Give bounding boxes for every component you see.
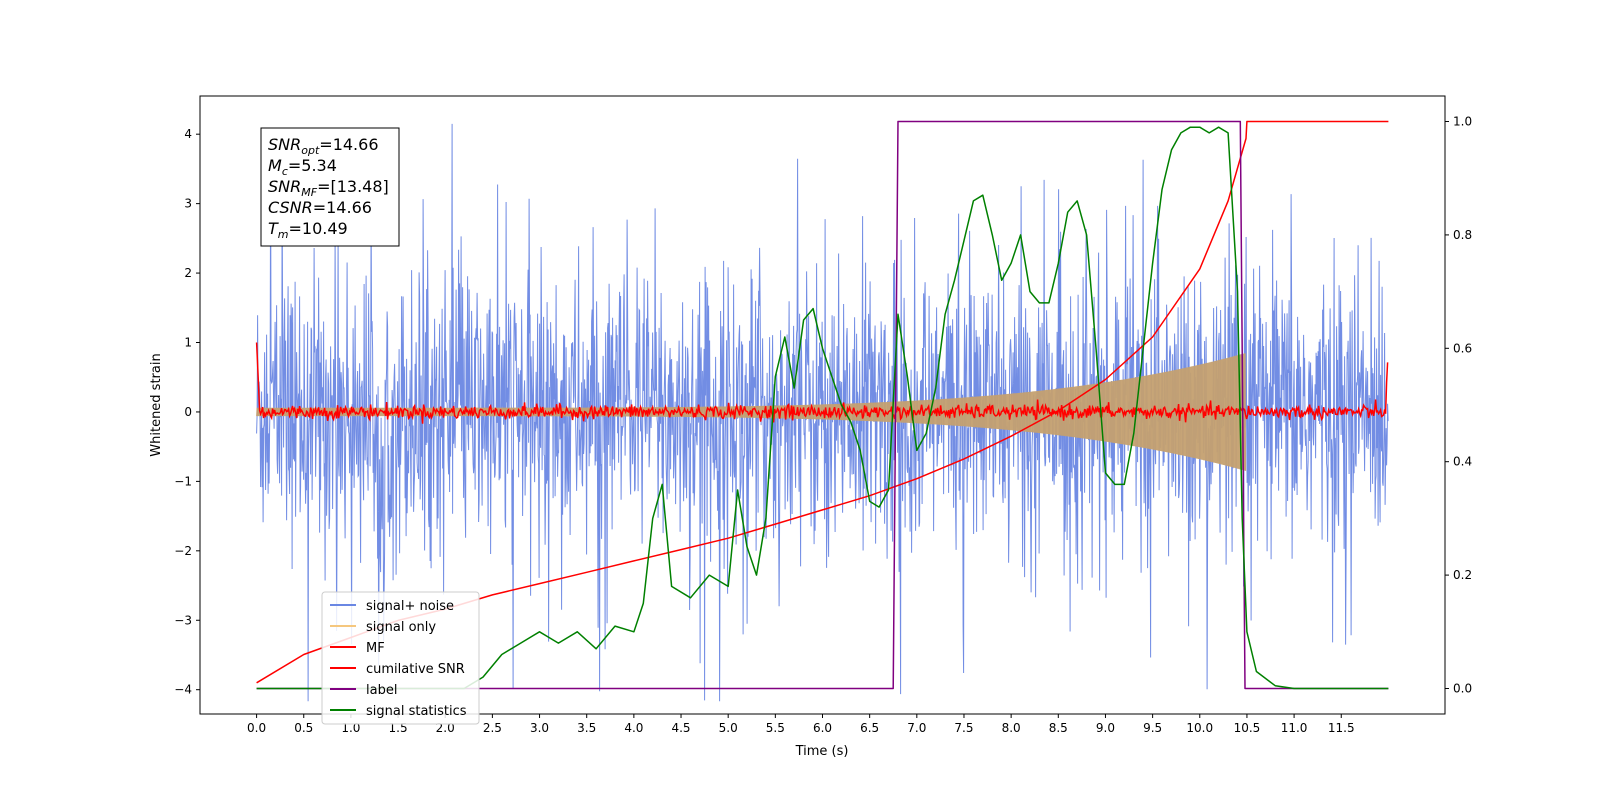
annotation-symbol: T: [268, 219, 279, 238]
x-tick-label: 8.5: [1049, 721, 1068, 735]
x-tick-label: 7.5: [954, 721, 973, 735]
x-tick-label: 0.5: [294, 721, 313, 735]
annotation-value: =[13.48]: [317, 177, 389, 196]
x-tick-label: 11.0: [1281, 721, 1308, 735]
annotation-line: SNRopt=14.66: [268, 135, 379, 157]
x-tick-label: 11.5: [1328, 721, 1355, 735]
annotation-line: CSNR=14.66: [268, 198, 372, 217]
legend-entry: MF: [366, 641, 385, 656]
y-tick-label: −1: [174, 474, 192, 488]
legend-entry: label: [366, 683, 397, 698]
series-mf: [255, 342, 1389, 424]
annotation-value: =14.66: [319, 135, 378, 154]
x-tick-label: 10.5: [1234, 721, 1261, 735]
annotation-line: Tm=10.49: [268, 219, 348, 241]
annotation-symbol: CSNR: [268, 198, 313, 217]
annotation-subscript: c: [282, 165, 288, 178]
y-tick-label: 2: [184, 266, 192, 280]
annotation-subscript: MF: [301, 186, 317, 199]
series-signal-statistics: [256, 126, 1389, 690]
y-tick-label: 1: [184, 336, 192, 350]
x-tick-label: 5.0: [719, 721, 738, 735]
x-tick-label: 6.0: [813, 721, 832, 735]
y2-tick-label: 0.6: [1453, 341, 1472, 355]
legend-entry: signal only: [366, 620, 436, 635]
axes: 0.0 0.5 1.0 1.5 2.0 2.5 3.0 3.5 4.0 4.5 5.0 5.5 6.0 6…: [174, 115, 1472, 735]
x-tick-label: 10.0: [1186, 721, 1213, 735]
y2-tick-label: 1.0: [1453, 115, 1472, 129]
annotation-box: SNRopt=14.66Mc=5.34SNRMF=[13.48]CSNR=14.…: [260, 127, 400, 247]
x-tick-label: 8.0: [1002, 721, 1021, 735]
x-tick-label: 2.5: [483, 721, 502, 735]
y-tick-label: 4: [184, 127, 192, 141]
annotation-frame: [260, 127, 400, 247]
x-tick-label: 5.5: [766, 721, 785, 735]
annotation-value: =10.49: [289, 219, 348, 238]
y-tick-label: 0: [184, 405, 192, 419]
x-tick-label: 9.0: [1096, 721, 1115, 735]
legend-entry: cumilative SNR: [366, 662, 465, 677]
x-tick-label: 3.0: [530, 721, 549, 735]
x-tick-label: 7.0: [907, 721, 926, 735]
legend: signal+ noise signal only MF cumilative SNR…: [321, 591, 480, 725]
y2-tick-label: 0.8: [1453, 228, 1472, 242]
annotation-symbol: M: [268, 156, 282, 175]
x-tick-label: 9.5: [1143, 721, 1162, 735]
y-tick-label: −4: [174, 683, 192, 697]
x-tick-label: 6.5: [860, 721, 879, 735]
legend-frame: [321, 591, 480, 725]
y-tick-label: −2: [174, 544, 192, 558]
annotation-value: =5.34: [288, 156, 337, 175]
annotation-symbol: SNR: [268, 177, 301, 196]
legend-entry: signal statistics: [366, 704, 467, 719]
x-tick-label: 3.5: [577, 721, 596, 735]
y-tick-label: 3: [184, 197, 192, 211]
annotation-line: Mc=5.34: [268, 156, 337, 178]
x-tick-label: 4.5: [671, 721, 690, 735]
legend-entry: signal+ noise: [366, 599, 454, 614]
x-tick-label: 4.0: [624, 721, 643, 735]
x-tick-label: 0.0: [247, 721, 266, 735]
annotation-value: =14.66: [313, 198, 372, 217]
y-tick-label: −3: [174, 613, 192, 627]
y-axis-label: Whitened strain: [149, 353, 164, 456]
series-label: [256, 120, 1389, 690]
annotation-line: SNRMF=[13.48]: [268, 177, 389, 199]
y2-tick-label: 0.0: [1453, 681, 1472, 695]
annotation-subscript: opt: [301, 144, 320, 157]
annotation-subscript: m: [278, 228, 289, 241]
x-axis-label: Time (s): [795, 744, 849, 759]
y2-tick-label: 0.2: [1453, 568, 1472, 582]
y2-tick-label: 0.4: [1453, 455, 1472, 469]
series-signal-noise: [256, 123, 1389, 702]
annotation-symbol: SNR: [268, 135, 301, 154]
